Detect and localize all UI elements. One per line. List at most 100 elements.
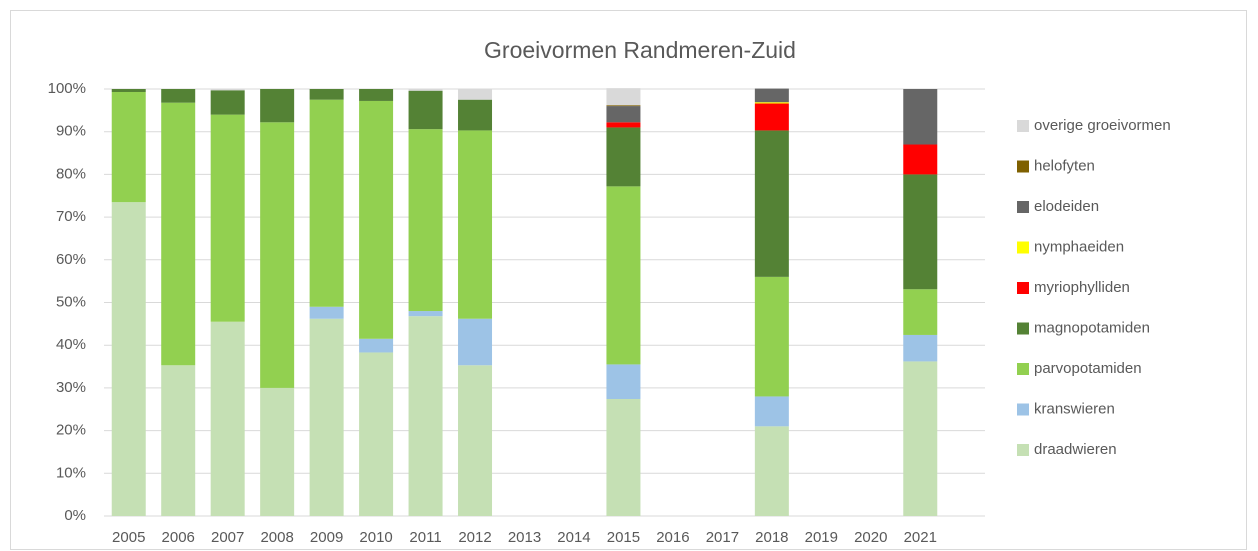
bar-segment	[606, 399, 641, 516]
x-tick-label: 2012	[458, 529, 491, 546]
bar-segment	[458, 130, 493, 319]
bar-segment	[754, 102, 789, 104]
x-tick-label: 2014	[557, 529, 590, 546]
bar-segment	[408, 316, 443, 516]
bar-segment	[903, 334, 938, 362]
x-tick-label: 2020	[854, 529, 887, 546]
bar-segment	[260, 122, 295, 388]
legend-swatch	[1017, 160, 1029, 173]
bar-segment	[309, 306, 344, 319]
legend-label: kranswieren	[1034, 400, 1115, 417]
bar-segment	[260, 89, 295, 123]
legend-swatch	[1017, 201, 1029, 213]
y-tick-label: 30%	[56, 379, 86, 396]
x-tick-label: 2016	[656, 529, 689, 546]
bar-segment	[408, 311, 443, 317]
x-tick-label: 2007	[211, 529, 244, 546]
bar-segment	[359, 352, 394, 516]
x-tick-label: 2017	[706, 529, 739, 546]
y-tick-label: 60%	[56, 251, 86, 268]
legend-label: elodeiden	[1034, 198, 1099, 215]
y-tick-label: 0%	[64, 507, 86, 524]
bar-segment	[408, 129, 443, 312]
legend-swatch	[1017, 120, 1029, 132]
bar-segment	[754, 426, 789, 516]
bar-segment	[754, 396, 789, 427]
bar-segment	[161, 102, 196, 366]
bar-segment	[606, 88, 641, 106]
bar-segment	[606, 122, 641, 128]
bar-segment	[903, 174, 938, 290]
legend-label: myriophylliden	[1034, 279, 1130, 296]
x-tick-label: 2013	[508, 529, 541, 546]
bar-segment	[754, 276, 789, 397]
y-tick-label: 20%	[56, 422, 86, 439]
bar-segment	[111, 202, 146, 516]
bar-segment	[754, 88, 789, 103]
legend-label: overige groeivormen	[1034, 117, 1171, 134]
bar-segment	[903, 144, 938, 175]
bar-segment	[754, 130, 789, 277]
bar-segment	[161, 365, 196, 516]
x-tick-label: 2008	[260, 529, 293, 546]
bar-segment	[111, 89, 146, 92]
bar-segment	[606, 127, 641, 187]
y-tick-label: 90%	[56, 123, 86, 140]
legend-swatch	[1017, 363, 1029, 375]
bar-segment	[210, 321, 245, 516]
y-tick-label: 40%	[56, 336, 86, 353]
legend-swatch	[1017, 444, 1029, 456]
bar-segment	[111, 91, 146, 203]
bar-segment	[359, 89, 394, 101]
bar-segment	[359, 100, 394, 339]
y-tick-label: 80%	[56, 165, 86, 182]
bar-segment	[408, 89, 443, 91]
legend-label: nymphaeiden	[1034, 238, 1124, 255]
bar-segment	[309, 99, 344, 307]
bar-segment	[606, 186, 641, 365]
x-tick-label: 2010	[359, 529, 392, 546]
y-tick-label: 70%	[56, 208, 86, 225]
bar-segment	[260, 387, 295, 516]
bar-segment	[606, 106, 641, 123]
bar-segment	[903, 289, 938, 335]
x-tick-label: 2011	[409, 529, 441, 546]
y-tick-label: 100%	[48, 80, 86, 97]
bar-segment	[606, 105, 641, 107]
x-tick-label: 2021	[904, 529, 937, 546]
legend-label: magnopotamiden	[1034, 319, 1150, 336]
bar-segment	[309, 318, 344, 516]
bar-segment	[458, 89, 493, 100]
bar-segment	[210, 114, 245, 322]
bar-segment	[606, 364, 641, 400]
legend-swatch	[1017, 322, 1029, 335]
y-tick-label: 50%	[56, 293, 86, 310]
legend-swatch	[1017, 403, 1029, 416]
x-tick-label: 2005	[112, 529, 145, 546]
y-tick-label: 10%	[56, 464, 86, 481]
bar-segment	[903, 361, 938, 516]
chart-title: Groeivormen Randmeren-Zuid	[484, 37, 796, 63]
x-tick-label: 2019	[805, 529, 838, 546]
x-tick-label: 2009	[310, 529, 343, 546]
bar-segment	[210, 89, 245, 91]
x-tick-label: 2015	[607, 529, 640, 546]
bar-segment	[903, 89, 938, 145]
bar-segment	[754, 103, 789, 131]
x-tick-label: 2006	[162, 529, 195, 546]
bar-segment	[458, 99, 493, 131]
bar-segment	[458, 318, 493, 366]
bar-segment	[309, 89, 344, 100]
legend-label: helofyten	[1034, 157, 1095, 174]
legend-swatch	[1017, 282, 1029, 294]
bar-segment	[210, 90, 245, 115]
bar-segment	[408, 90, 443, 130]
x-tick-label: 2018	[755, 529, 788, 546]
bar-segment	[161, 89, 196, 103]
legend-label: parvopotamiden	[1034, 360, 1142, 377]
bar-segment	[458, 365, 493, 516]
legend-label: draadwieren	[1034, 441, 1117, 458]
bar-segment	[359, 338, 394, 353]
legend-swatch	[1017, 241, 1029, 254]
